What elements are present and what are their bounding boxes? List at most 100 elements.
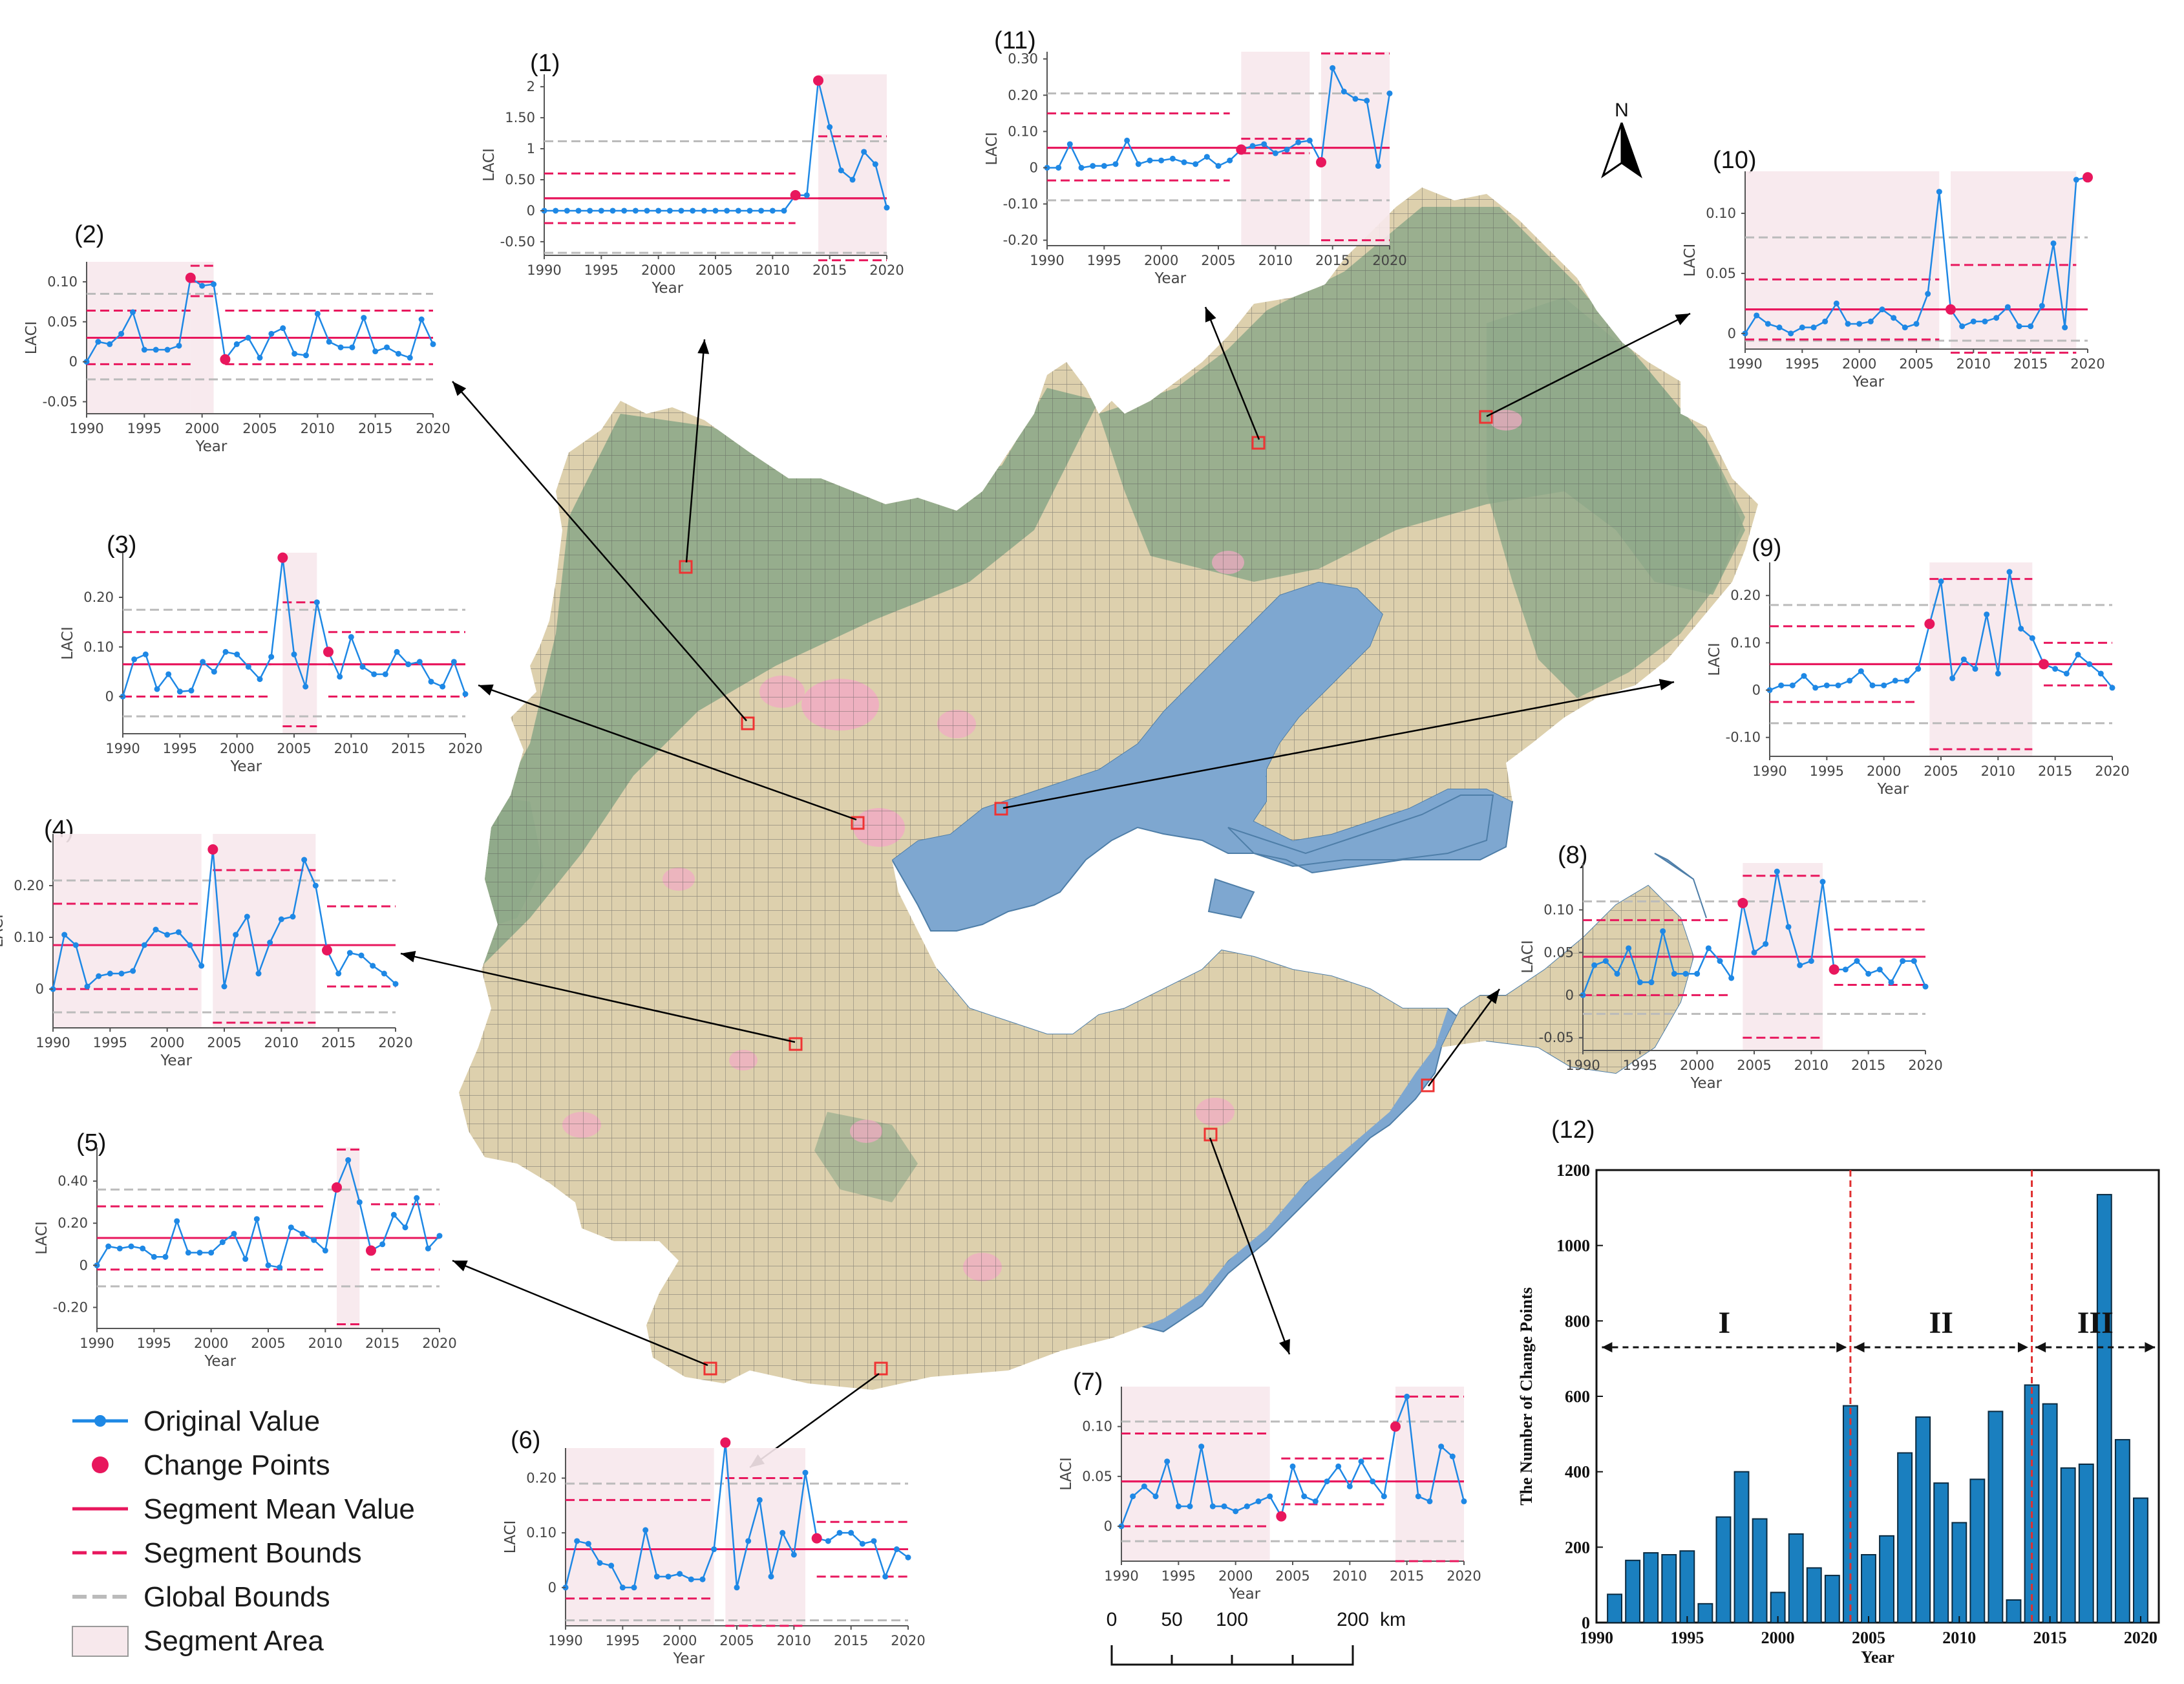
segment-area-icon bbox=[72, 1626, 129, 1657]
data-point bbox=[2039, 303, 2045, 309]
data-point bbox=[1438, 1444, 1445, 1450]
data-point bbox=[116, 1245, 123, 1252]
x-tick-label: 2000 bbox=[641, 262, 675, 278]
data-point bbox=[105, 1243, 112, 1250]
data-point bbox=[1903, 677, 1910, 684]
x-tick-label: 1990 bbox=[1030, 253, 1064, 268]
data-point bbox=[153, 926, 159, 933]
x-tick-label: 2010 bbox=[1942, 1628, 1976, 1647]
x-tick-label: 1995 bbox=[1623, 1058, 1657, 1073]
connector-line bbox=[685, 339, 706, 563]
y-tick-label: 0 bbox=[1104, 1519, 1112, 1534]
data-point bbox=[1682, 970, 1689, 977]
x-tick-label: 2000 bbox=[150, 1035, 184, 1050]
y-tick-label: 0 bbox=[69, 354, 78, 370]
connector-line bbox=[452, 1259, 708, 1367]
y-axis-title: LACI bbox=[1706, 643, 1723, 676]
data-point bbox=[553, 208, 559, 214]
legend-item-segment-area: Segment Area bbox=[72, 1625, 324, 1657]
legend-item-original: Original Value bbox=[72, 1405, 320, 1437]
data-point bbox=[198, 963, 205, 969]
data-point bbox=[1175, 1503, 1182, 1509]
x-tick-label: 1995 bbox=[1161, 1568, 1196, 1584]
y-tick-label: 1.50 bbox=[505, 110, 535, 125]
data-point bbox=[1949, 675, 1956, 681]
chart-panel-3: (3) 0 0.10 0.20 1990 1995 2000 2005 2010 2015 2020… bbox=[59, 531, 483, 775]
bar bbox=[2078, 1464, 2094, 1623]
chart-panel-10: (10) 0 0.05 0.10 1990 1995 2000 2005 2010 2015 202… bbox=[1682, 147, 2105, 390]
data-point bbox=[1295, 139, 1302, 145]
chart-panel-7: (7) 0 0.05 0.10 1990 1995 2000 2005 2010 2015 2020… bbox=[1058, 1369, 1481, 1603]
data-point bbox=[142, 651, 149, 657]
data-point bbox=[257, 676, 263, 683]
data-point bbox=[1112, 161, 1119, 167]
x-tick-label: 2015 bbox=[365, 1336, 399, 1351]
y-axis-title: LACI bbox=[984, 132, 1001, 165]
chart-panel-2: (2) -0.05 0 0.05 0.10 1990 1995 2000 2005 2010 201… bbox=[23, 221, 451, 455]
x-axis-title: Year bbox=[160, 1052, 192, 1069]
x-tick-label: 2010 bbox=[1956, 356, 1991, 372]
data-point bbox=[245, 663, 251, 670]
scale-bar: 0 50 100 200 km bbox=[1107, 1609, 1406, 1666]
sample-cell-9 bbox=[994, 802, 1008, 816]
data-point bbox=[690, 208, 696, 214]
data-point bbox=[436, 1233, 443, 1239]
x-axis-title: Year bbox=[651, 280, 683, 297]
x-tick-label: 2015 bbox=[321, 1035, 355, 1050]
data-point bbox=[2075, 652, 2081, 658]
data-point bbox=[724, 208, 730, 214]
data-point bbox=[356, 1199, 363, 1206]
data-point bbox=[234, 651, 240, 657]
bar bbox=[1661, 1554, 1677, 1623]
x-tick-label: 2000 bbox=[1144, 253, 1178, 268]
data-point bbox=[2063, 670, 2070, 677]
y-tick-label: 0.05 bbox=[47, 314, 78, 330]
period-arrow-left-icon bbox=[1602, 1342, 1613, 1353]
x-tick-label: 1995 bbox=[127, 421, 162, 436]
data-point bbox=[1215, 163, 1222, 169]
data-point bbox=[1833, 300, 1839, 306]
x-tick-label: 2005 bbox=[1899, 356, 1933, 372]
bar bbox=[1879, 1535, 1894, 1623]
data-point bbox=[382, 671, 388, 677]
segment-area bbox=[1395, 1387, 1464, 1561]
x-tick-label: 2015 bbox=[358, 421, 392, 436]
data-point bbox=[608, 1562, 615, 1569]
x-tick-label: 2020 bbox=[869, 262, 904, 278]
data-point bbox=[2016, 323, 2022, 330]
data-point bbox=[1812, 685, 1819, 691]
scale-label-200: 200 bbox=[1337, 1609, 1369, 1630]
x-tick-label: 2000 bbox=[194, 1336, 228, 1351]
y-tick-label: 2 bbox=[527, 79, 535, 94]
data-point bbox=[632, 208, 639, 214]
data-point bbox=[779, 1529, 786, 1536]
legend-label-segment-area: Segment Area bbox=[143, 1625, 324, 1657]
data-point bbox=[893, 1546, 900, 1553]
bar bbox=[1861, 1554, 1876, 1623]
x-tick-label: 1990 bbox=[1728, 356, 1762, 372]
change-point-icon bbox=[92, 1456, 109, 1473]
sample-cell-5 bbox=[703, 1361, 717, 1376]
change-point bbox=[1276, 1511, 1287, 1522]
x-axis-title: Year bbox=[672, 1650, 705, 1667]
connector-line bbox=[452, 381, 747, 721]
x-tick-label: 1995 bbox=[1670, 1628, 1704, 1647]
data-point bbox=[861, 149, 867, 155]
data-point bbox=[1330, 65, 1336, 71]
data-point bbox=[644, 208, 650, 214]
change-point bbox=[811, 1533, 822, 1544]
data-point bbox=[1911, 958, 1917, 965]
data-point bbox=[371, 671, 377, 677]
data-point bbox=[1984, 611, 1990, 617]
data-point bbox=[176, 343, 182, 349]
x-axis-title: Year bbox=[1876, 781, 1909, 798]
data-point bbox=[631, 1584, 637, 1591]
data-point bbox=[1381, 1493, 1387, 1500]
data-point bbox=[2018, 625, 2024, 632]
chart-panel-9: (9) -0.10 0 0.10 0.20 1990 1995 2000 2005 2010 201… bbox=[1706, 535, 2130, 798]
bar bbox=[1625, 1559, 1641, 1623]
y-tick-label: -0.10 bbox=[1003, 197, 1038, 212]
data-point bbox=[587, 208, 593, 214]
data-point bbox=[462, 691, 469, 698]
